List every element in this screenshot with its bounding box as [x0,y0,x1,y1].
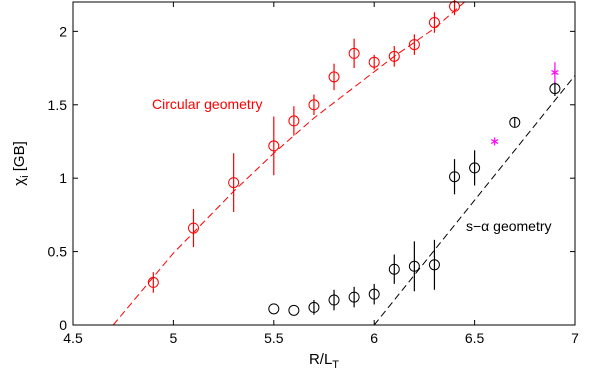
y-tick-label: 0.5 [48,244,68,260]
data-point [187,222,199,234]
x-tick-label: 6 [370,330,378,346]
x-tick-label: 6.5 [465,330,485,346]
data-point [328,294,340,306]
data-point [368,56,380,68]
x-tick-label: 5.5 [264,330,284,346]
x-tick-label: 4.5 [63,330,83,346]
y-axis-label: χi [GB] [11,141,31,186]
data-point-asterisk [490,137,499,146]
annotation-s-alpha-geometry: s−α geometry [466,218,552,234]
data-point [288,304,300,316]
x-tick-label: 7 [571,330,579,346]
y-tick-label: 2 [59,23,67,39]
x-tick-label: 5 [170,330,178,346]
x-axis-label: R/LT [309,351,339,371]
data-point-asterisk [551,68,559,77]
y-tick-label: 1.5 [48,97,68,113]
data-point [288,115,300,127]
data-point [509,116,521,128]
data-point [328,71,340,83]
data-point [408,260,420,272]
axes-box [72,1,576,326]
y-tick-label: 0 [59,317,67,333]
data-point [449,0,461,12]
data-point [549,83,561,95]
fit-line-0 [112,2,465,325]
annotation-circular-geometry: Circular geometry [152,96,262,112]
data-point [428,17,440,29]
data-point [308,301,320,313]
data-point [428,259,440,271]
fit-line-1 [373,75,575,325]
data-point [469,162,481,174]
data-point [408,39,420,51]
data-point [388,263,400,275]
data-point [308,99,320,111]
data-point [147,276,159,288]
data-point [268,303,280,315]
data-point [268,140,280,152]
plot-area [112,0,575,325]
y-tick-label: 1 [59,170,67,186]
axis-ticks: 4.5 5 5.5 6 6.5 7 0 0.5 1 1.5 2 [48,2,579,346]
data-point [348,291,360,303]
data-point [228,177,240,189]
data-point [348,47,360,59]
data-point [388,50,400,62]
data-point [449,171,461,183]
data-point [368,288,380,300]
